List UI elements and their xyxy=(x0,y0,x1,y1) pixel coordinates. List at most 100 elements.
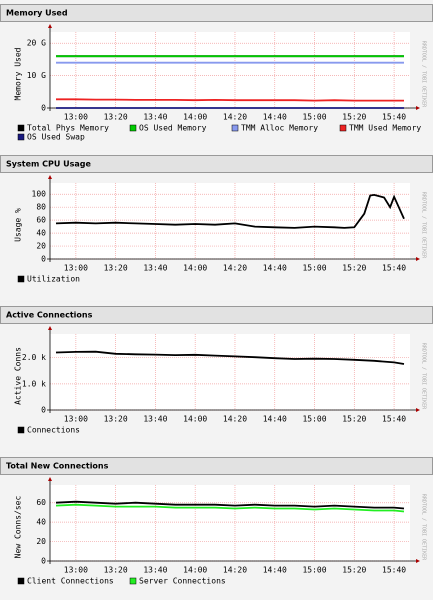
x-tick-label: 15:40 xyxy=(382,415,406,424)
legend-label: Server Connections xyxy=(139,577,226,586)
watermark: RRDTOOL / TOBI OETIKER xyxy=(421,343,427,410)
legend-swatch xyxy=(17,426,25,434)
axis-arrow xyxy=(48,326,52,330)
axis-arrow xyxy=(48,24,52,28)
watermark: RRDTOOL / TOBI OETIKER xyxy=(421,494,427,561)
x-tick-label: 14:40 xyxy=(263,415,287,424)
legend-swatch xyxy=(17,275,25,283)
x-tick-label: 13:00 xyxy=(64,113,88,122)
x-tick-label: 13:00 xyxy=(64,415,88,424)
x-tick-label: 13:40 xyxy=(143,264,167,273)
axis-arrow xyxy=(416,106,420,110)
legend-label: OS Used Memory xyxy=(139,124,207,133)
x-tick-label: 14:40 xyxy=(263,113,287,122)
series-line xyxy=(55,193,405,229)
y-axis-label: Active Conns xyxy=(14,347,23,405)
x-tick-label: 13:20 xyxy=(104,566,128,575)
y-tick-label: 2.0 k xyxy=(22,353,46,362)
y-tick-label: 40 xyxy=(36,229,46,238)
legend-label: OS Used Swap xyxy=(27,133,85,142)
x-tick-label: 13:00 xyxy=(64,264,88,273)
panel-title: Total New Connections xyxy=(6,462,109,471)
y-axis-label: New Conns/sec xyxy=(14,496,23,559)
legend-swatch xyxy=(17,124,25,132)
y-tick-label: 60 xyxy=(36,216,46,225)
y-tick-label: 1.0 k xyxy=(22,379,46,388)
x-tick-label: 15:40 xyxy=(382,566,406,575)
legend-label: Total Phys Memory xyxy=(27,124,109,133)
legend-swatch xyxy=(129,577,137,585)
x-tick-label: 14:00 xyxy=(183,415,207,424)
watermark: RRDTOOL / TOBI OETIKER xyxy=(421,192,427,259)
x-tick-label: 13:20 xyxy=(104,415,128,424)
legend-label: TMM Used Memory xyxy=(349,124,421,133)
x-tick-label: 14:20 xyxy=(223,566,247,575)
legend-label: TMM Alloc Memory xyxy=(241,124,318,133)
legend-swatch xyxy=(339,124,347,132)
x-tick-label: 15:20 xyxy=(342,264,366,273)
panel: System CPU Usage 13:00 13:20 13:40 14:00 14:2… xyxy=(0,151,433,301)
x-tick-label: 14:20 xyxy=(223,415,247,424)
x-tick-label: 14:00 xyxy=(183,566,207,575)
axis-arrow xyxy=(416,257,420,261)
x-tick-label: 15:40 xyxy=(382,264,406,273)
y-tick-label: 40 xyxy=(36,518,46,527)
y-tick-label: 0 xyxy=(41,557,46,566)
x-tick-label: 14:00 xyxy=(183,264,207,273)
plot-area xyxy=(50,32,410,108)
legend-swatch xyxy=(129,124,137,132)
y-tick-label: 0 xyxy=(41,255,46,264)
x-tick-label: 14:40 xyxy=(263,264,287,273)
x-tick-label: 13:40 xyxy=(143,415,167,424)
x-tick-label: 15:20 xyxy=(342,113,366,122)
y-tick-label: 60 xyxy=(36,498,46,507)
x-tick-label: 14:20 xyxy=(223,264,247,273)
plot-area xyxy=(50,334,410,410)
x-tick-label: 15:00 xyxy=(302,566,326,575)
x-tick-label: 15:40 xyxy=(382,113,406,122)
x-tick-label: 15:00 xyxy=(302,415,326,424)
x-tick-label: 14:40 xyxy=(263,566,287,575)
axis-arrow xyxy=(416,559,420,563)
legend-label: Connections xyxy=(27,426,80,435)
series-line xyxy=(55,503,405,513)
x-tick-label: 13:40 xyxy=(143,113,167,122)
series-line xyxy=(55,350,405,365)
series-line xyxy=(56,98,404,102)
y-tick-label: 20 xyxy=(36,242,46,251)
x-tick-label: 13:20 xyxy=(104,264,128,273)
x-tick-label: 15:00 xyxy=(302,113,326,122)
x-tick-label: 13:20 xyxy=(104,113,128,122)
panel-title: Memory Used xyxy=(6,9,68,18)
panel-title: System CPU Usage xyxy=(6,160,92,169)
axis-arrow xyxy=(48,477,52,481)
y-tick-label: 0 xyxy=(41,104,46,113)
x-tick-label: 15:20 xyxy=(342,566,366,575)
axis-arrow xyxy=(48,175,52,179)
legend-label: Client Connections xyxy=(27,577,114,586)
y-axis-label: Memory Used xyxy=(14,47,23,100)
x-tick-label: 15:00 xyxy=(302,264,326,273)
y-tick-label: 100 xyxy=(32,190,47,199)
legend-label: Utilization xyxy=(27,275,80,284)
y-axis-label: Usage % xyxy=(14,208,23,242)
legend-swatch xyxy=(17,133,25,141)
plot-area xyxy=(50,485,410,561)
axis-arrow xyxy=(416,408,420,412)
y-tick-label: 20 xyxy=(36,537,46,546)
panel: Total New Connections 13:00 13:20 13:40 14:0… xyxy=(0,453,433,600)
x-tick-label: 13:00 xyxy=(64,566,88,575)
watermark: RRDTOOL / TOBI OETIKER xyxy=(421,41,427,108)
legend-swatch xyxy=(231,124,239,132)
x-tick-label: 14:20 xyxy=(223,113,247,122)
y-tick-label: 80 xyxy=(36,203,46,212)
series-line xyxy=(55,500,405,510)
panel: Active Connections 13:00 13:20 13:40 14:00 14… xyxy=(0,302,433,452)
x-tick-label: 14:00 xyxy=(183,113,207,122)
y-tick-label: 10 G xyxy=(27,71,46,80)
legend-swatch xyxy=(17,577,25,585)
panel-title: Active Connections xyxy=(6,311,93,320)
x-tick-label: 13:40 xyxy=(143,566,167,575)
panel: Memory Used 13:00 13:20 13:40 14:00 14:20 14:4… xyxy=(0,0,433,150)
